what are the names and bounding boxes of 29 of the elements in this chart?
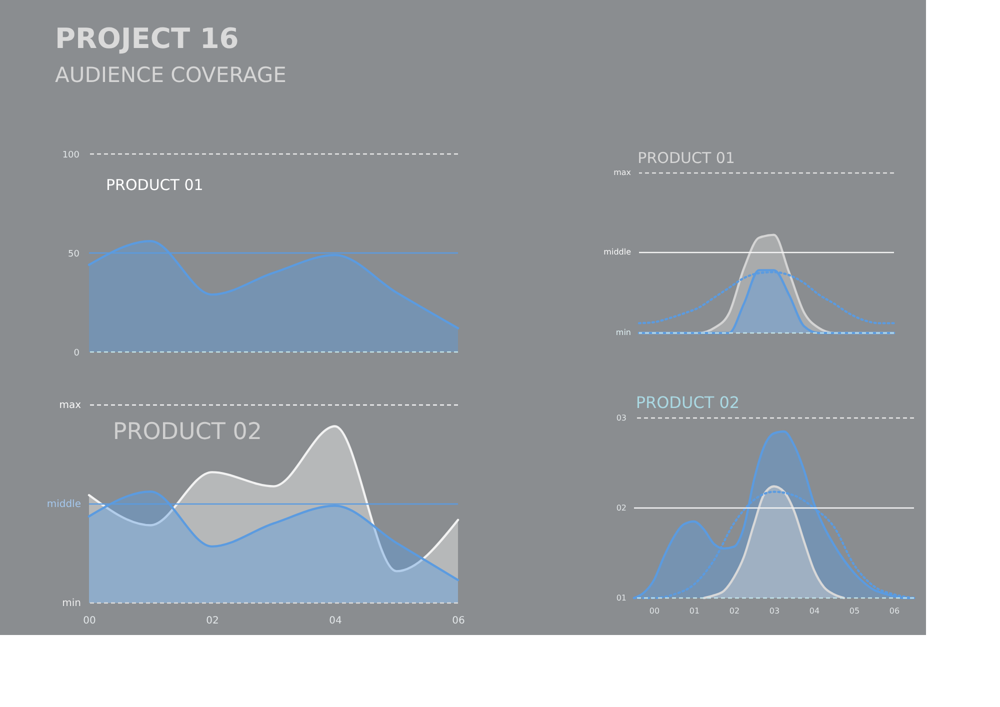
y-tick-label: 03 [616, 414, 626, 422]
ref-line-label: max [614, 168, 632, 177]
ref-line-label: middle [604, 248, 632, 257]
chart-title: PRODUCT 02 [636, 393, 740, 412]
x-tick-label: 00 [649, 606, 660, 616]
chart-title: PRODUCT 02 [112, 419, 262, 445]
y-tick-label: 100 [62, 150, 80, 160]
ref-line-label: min [62, 598, 81, 609]
ref-line-label: max [59, 400, 82, 411]
ref-line-label: min [616, 328, 631, 337]
x-tick-label: 02 [729, 606, 740, 616]
x-tick-label: 04 [809, 606, 820, 616]
text: AUDIENCE COVERAGE [55, 63, 286, 87]
x-tick-label: 02 [206, 616, 219, 626]
x-tick-label: 01 [689, 606, 700, 616]
chart-title: PRODUCT 01 [638, 149, 735, 167]
y-tick-label: 50 [68, 250, 80, 260]
x-tick-label: 05 [849, 606, 860, 616]
text: PROJECT 16 [55, 22, 239, 55]
x-tick-label: 03 [769, 606, 780, 616]
x-tick-label: 00 [83, 616, 96, 626]
x-tick-label: 06 [889, 606, 900, 616]
y-tick-label: 0 [74, 348, 80, 358]
text: PRODUCT 01 [106, 176, 204, 194]
y-tick-label: 01 [616, 594, 626, 602]
x-tick-label: 06 [452, 616, 465, 626]
y-tick-label: 02 [616, 504, 626, 512]
ref-line-label: middle [46, 499, 81, 510]
x-tick-label: 04 [329, 616, 342, 626]
